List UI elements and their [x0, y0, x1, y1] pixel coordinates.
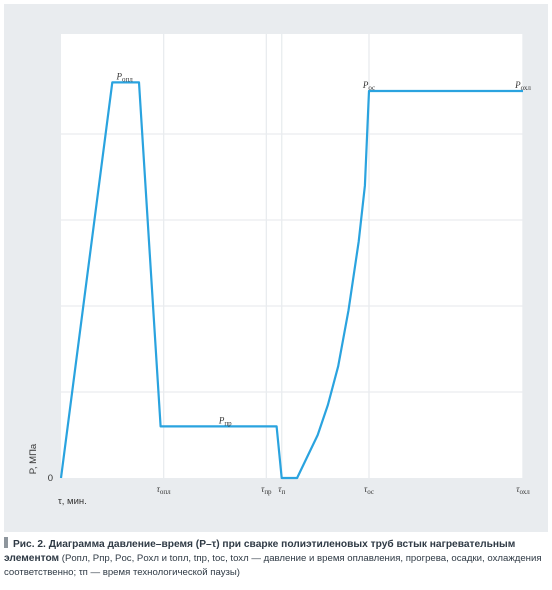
caption-marker — [4, 537, 8, 548]
grid — [61, 34, 524, 478]
annotation-label-охл: Pохл — [514, 80, 531, 92]
series — [59, 81, 523, 480]
y-zero-label: 0 — [48, 473, 53, 484]
x-axis-label: τ, мин. — [58, 496, 87, 507]
y-axis-label: P, МПа — [28, 443, 39, 474]
x-tick-label-ос: τос — [364, 484, 374, 496]
caption-title: Рис. 2. Диаграмма давление–время (P–τ) п… — [4, 539, 516, 564]
x-tick-label-пр: τпр — [261, 484, 272, 496]
plot-area — [61, 34, 523, 478]
annotation-label-опл: Pопл — [116, 71, 134, 83]
x-tick-label-охл: τохл — [516, 484, 530, 496]
annotations: Pопл Pпр Pос Pохл — [116, 71, 532, 427]
chart-panel: Pопл Pпр Pос Pохл τопл τпр τп τос τохл P, МПа 0… — [4, 4, 548, 532]
caption-body: (Pопл, Pпр, Pос, Pохл и tопл, tпр, tос, … — [4, 553, 542, 578]
series-line-0 — [59, 81, 523, 480]
x-tick-label-опл: τопл — [157, 484, 171, 496]
x-tick-labels: τопл τпр τп τос τохл — [157, 484, 531, 496]
annotation-label-пр: Pпр — [218, 415, 232, 427]
annotation-label-ос: Pос — [362, 80, 375, 92]
figure-caption: Рис. 2. Диаграмма давление–время (P–τ) п… — [4, 537, 548, 580]
x-tick-label-п: τп — [278, 484, 285, 496]
pressure-time-chart: Pопл Pпр Pос Pохл τопл τпр τп τос τохл P, МПа 0… — [28, 34, 532, 507]
